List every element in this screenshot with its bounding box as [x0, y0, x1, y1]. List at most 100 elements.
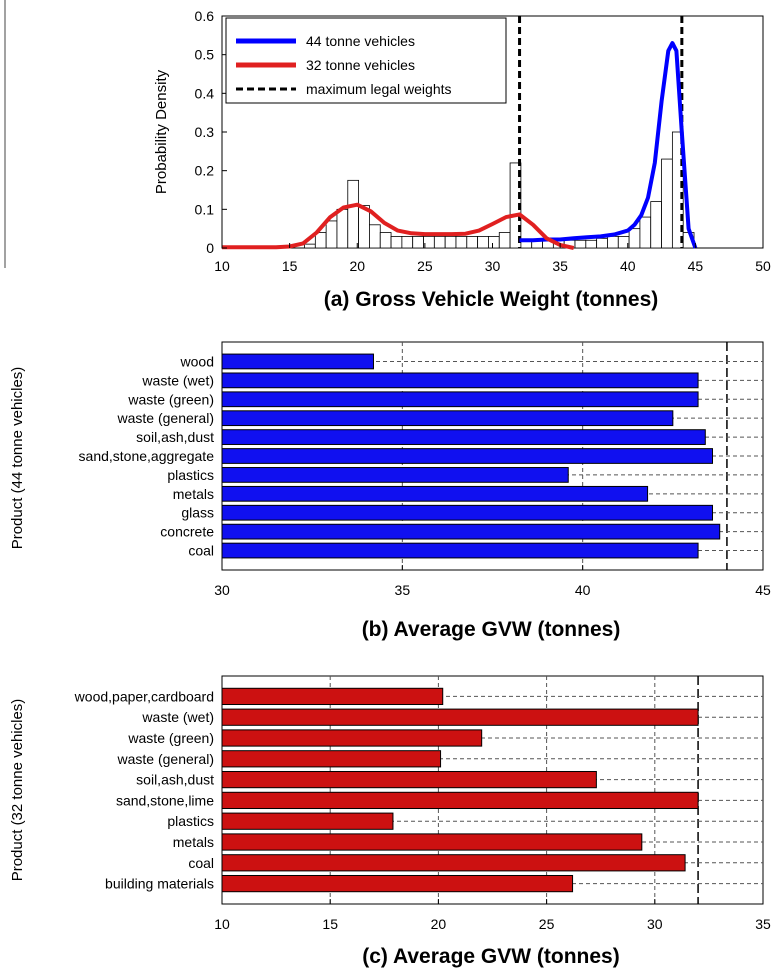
x-tick-label: 45 — [755, 582, 771, 598]
histogram-bin — [455, 235, 468, 249]
x-tick-label: 35 — [552, 258, 568, 274]
y-tick-label: 0.2 — [195, 163, 215, 179]
category-label: building materials — [105, 876, 214, 892]
x-ticks-c: 10 15 20 25 30 35 — [214, 899, 771, 932]
density-line — [519, 41, 698, 249]
category-label: plastics — [167, 813, 214, 829]
density-lines — [222, 41, 698, 250]
histogram-bin — [325, 220, 338, 249]
histogram-bin — [304, 243, 316, 249]
category-label: waste (general) — [117, 751, 215, 767]
category-label: sand,stone,lime — [116, 792, 214, 808]
histogram-bin — [585, 239, 598, 249]
histogram-bin — [596, 237, 608, 249]
bar — [221, 791, 699, 810]
category-label: concrete — [160, 524, 214, 540]
legend-label-max: maximum legal weights — [306, 81, 452, 97]
category-label: glass — [181, 505, 214, 521]
x-tick-label: 15 — [282, 258, 298, 274]
legend-label-44: 44 tonne vehicles — [306, 33, 415, 49]
histogram-bin — [650, 201, 662, 249]
bar — [221, 485, 649, 502]
x-tick-label: 35 — [395, 582, 411, 598]
bar — [221, 504, 714, 521]
density-line — [222, 202, 575, 250]
histogram-bin — [444, 235, 457, 249]
bar — [221, 410, 674, 427]
histogram — [304, 131, 695, 249]
bar — [221, 750, 442, 768]
x-tick-label: 20 — [431, 916, 447, 932]
y-tick-label: 0 — [206, 240, 214, 256]
x-tick-label: 50 — [755, 258, 771, 274]
category-labels-b: wood waste (wet) waste (green) waste (gener… — [79, 353, 215, 558]
category-label: wood,paper,cardboard — [74, 688, 214, 704]
category-label: waste (wet) — [141, 709, 214, 725]
y-axis-label-a: Probability Density — [153, 69, 170, 194]
legend-label-32: 32 tonne vehicles — [306, 57, 415, 73]
x-axis-label-c: (c) Average GVW (tonnes) — [362, 945, 619, 968]
category-label: coal — [188, 543, 214, 559]
bar-chart-32: wood,paper,cardboard waste (wet) waste (gr… — [9, 675, 771, 968]
x-tick-label: 25 — [417, 258, 433, 274]
legend: 44 tonne vehicles 32 tonne vehicles maxi… — [225, 17, 507, 104]
bar — [221, 854, 686, 872]
bar — [221, 372, 699, 389]
x-tick-label: 30 — [647, 916, 663, 932]
bar — [221, 833, 643, 851]
histogram-bin — [336, 208, 349, 249]
bar — [221, 429, 706, 445]
bar — [221, 448, 714, 464]
histogram-bin — [466, 235, 479, 249]
category-label: metals — [173, 834, 214, 850]
histogram-bin — [412, 235, 424, 249]
x-tick-label: 15 — [322, 916, 338, 932]
bar — [221, 812, 394, 830]
histogram-bin — [628, 228, 641, 249]
x-tick-label: 20 — [349, 258, 365, 274]
x-tick-label: 30 — [485, 258, 501, 274]
histogram-bin — [477, 235, 489, 249]
x-tick-label: 45 — [688, 258, 704, 274]
bar-chart-44: wood waste (wet) waste (green) waste (gener… — [9, 341, 771, 641]
y-ticks-a: 0 0.1 0.2 0.3 0.4 0.5 0.6 — [195, 8, 227, 256]
x-tick-label: 25 — [539, 916, 555, 932]
y-axis-label-c: Product (32 tonne vehicles) — [9, 699, 26, 882]
x-tick-label: 30 — [214, 582, 230, 598]
category-label: plastics — [167, 467, 214, 483]
y-tick-label: 0.4 — [195, 85, 215, 101]
category-label: waste (green) — [127, 391, 214, 407]
x-ticks-b: 30 35 40 45 — [214, 565, 771, 598]
x-tick-label: 10 — [214, 258, 230, 274]
bar — [221, 708, 699, 726]
y-tick-label: 0.6 — [195, 8, 215, 24]
category-label: waste (wet) — [141, 372, 214, 388]
x-tick-label: 40 — [620, 258, 636, 274]
histogram-bin — [488, 235, 500, 249]
histogram-bin — [639, 216, 652, 249]
category-label: wood — [180, 353, 214, 369]
x-ticks-a: 10 15 20 25 30 35 40 45 50 — [214, 243, 771, 274]
bar — [221, 353, 374, 370]
histogram-bin — [390, 235, 403, 249]
category-label: metals — [173, 486, 214, 502]
density-chart: 10 15 20 25 30 35 40 45 50 0 0.1 0.2 0.3 0.4 0.5 0.6 P… — [153, 8, 771, 311]
category-labels-c: wood,paper,cardboard waste (wet) waste (gr… — [74, 688, 215, 891]
y-axis-label-b: Product (44 tonne vehicles) — [9, 367, 26, 550]
x-axis-label-a: (a) Gross Vehicle Weight (tonnes) — [324, 288, 659, 311]
histogram-bin — [369, 224, 381, 249]
bar — [221, 687, 444, 706]
y-tick-label: 0.5 — [195, 47, 215, 63]
histogram-bin — [379, 232, 392, 249]
category-label: soil,ash,dust — [136, 772, 214, 788]
bars-c — [221, 687, 699, 893]
bar — [221, 467, 569, 483]
histogram-bin — [661, 158, 673, 249]
y-tick-label: 0.1 — [195, 201, 215, 217]
histogram-bin — [347, 179, 360, 249]
x-tick-label: 10 — [214, 916, 230, 932]
y-tick-label: 0.3 — [195, 124, 215, 140]
bars-b — [221, 353, 721, 559]
histogram-bin — [607, 235, 619, 249]
